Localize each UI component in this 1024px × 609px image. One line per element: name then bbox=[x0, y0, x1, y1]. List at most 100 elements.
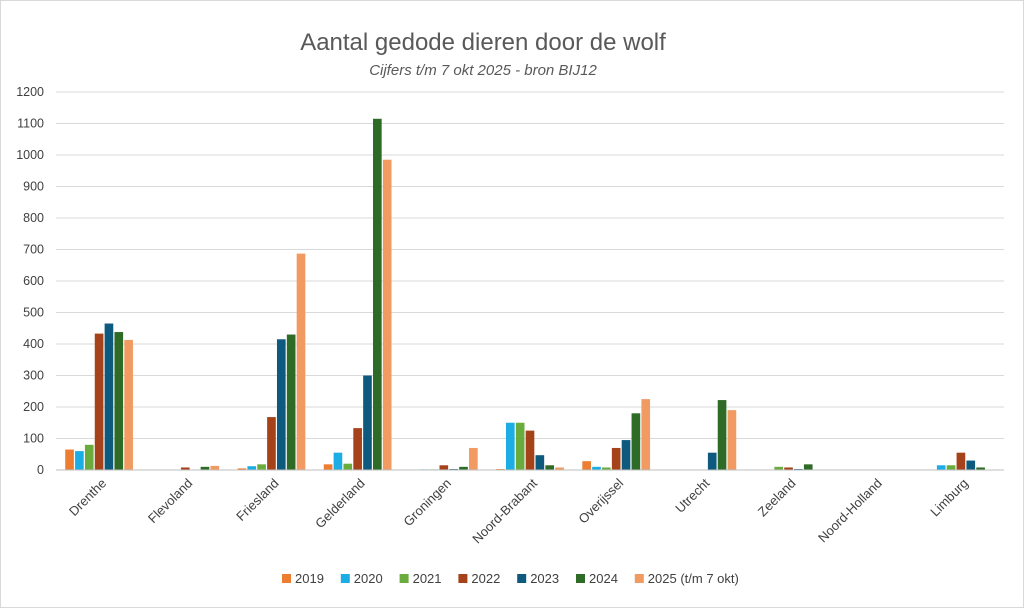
bar-overijssel-2025 bbox=[641, 399, 651, 470]
bar-noord-brabant-2024 bbox=[545, 465, 555, 470]
legend-item: 2021 bbox=[399, 571, 442, 586]
bar-overijssel-2023 bbox=[621, 440, 631, 470]
bar-gelderland-2021 bbox=[343, 463, 353, 470]
bar-friesland-2020 bbox=[247, 466, 257, 470]
x-axis: Drenthe Flevoland Friesland Gelderland Groni… bbox=[56, 469, 1004, 546]
bar-overijssel-2020 bbox=[592, 466, 601, 470]
y-tick-label: 100 bbox=[23, 432, 44, 446]
bar-limburg-2021 bbox=[946, 465, 956, 470]
x-category-label: Groningen bbox=[400, 476, 454, 530]
legend-swatch bbox=[517, 574, 527, 583]
bar-noord-brabant-2020 bbox=[505, 422, 515, 470]
bar-groningen-2025 bbox=[469, 447, 478, 470]
bar-overijssel-2021 bbox=[602, 467, 611, 470]
legend-item: 2025 (t/m 7 okt) bbox=[634, 571, 739, 586]
y-tick-label: 300 bbox=[23, 369, 44, 383]
bar-limburg-2020 bbox=[936, 465, 946, 470]
gridlines bbox=[56, 91, 1004, 471]
y-tick-label: 1000 bbox=[16, 148, 44, 162]
bar-flevoland-2022 bbox=[180, 467, 190, 470]
bar-gelderland-2022 bbox=[353, 428, 362, 470]
bar-groningen-2024 bbox=[459, 466, 468, 470]
bar-noord-brabant-2021 bbox=[515, 422, 525, 470]
bars bbox=[65, 118, 985, 471]
x-category-label: Utrecht bbox=[672, 475, 713, 516]
bar-limburg-2022 bbox=[956, 452, 966, 470]
x-category-label: Drenthe bbox=[66, 476, 109, 519]
bar-friesland-2025 bbox=[296, 253, 306, 470]
legend-label: 2025 (t/m 7 okt) bbox=[648, 571, 739, 586]
legend-swatch bbox=[399, 574, 409, 583]
legend-label: 2024 bbox=[589, 571, 618, 586]
bar-zeeland-2024 bbox=[803, 464, 813, 470]
x-category-label: Friesland bbox=[233, 476, 281, 524]
bar-gelderland-2019 bbox=[323, 464, 333, 470]
bar-noord-brabant-2023 bbox=[535, 455, 545, 470]
y-tick-label: 200 bbox=[23, 400, 44, 414]
y-tick-label: 1200 bbox=[16, 85, 44, 99]
bar-friesland-2021 bbox=[257, 464, 266, 470]
x-category-label: Gelderland bbox=[312, 476, 368, 532]
bar-overijssel-2022 bbox=[611, 447, 621, 470]
bar-drenthe-2020 bbox=[75, 451, 84, 470]
legend-swatch bbox=[458, 574, 468, 583]
bar-friesland-2019 bbox=[237, 468, 247, 470]
x-category-label: Overijssel bbox=[575, 475, 626, 526]
chart-subtitle: Cijfers t/m 7 okt 2025 - bron BIJ12 bbox=[369, 62, 597, 79]
legend-item: 2023 bbox=[517, 571, 559, 586]
legend-label: 2021 bbox=[413, 571, 442, 586]
legend-label: 2019 bbox=[295, 571, 324, 586]
bar-zeeland-2021 bbox=[774, 466, 784, 470]
y-tick-label: 700 bbox=[23, 243, 44, 257]
legend-swatch bbox=[282, 574, 291, 583]
bar-noord-brabant-2025 bbox=[555, 467, 564, 470]
y-tick-label: 900 bbox=[23, 180, 44, 194]
legend-item: 2019 bbox=[282, 571, 324, 586]
bar-groningen-2022 bbox=[439, 465, 449, 470]
y-tick-label: 800 bbox=[23, 211, 44, 225]
bar-gelderland-2020 bbox=[333, 452, 343, 470]
y-axis: 0 100 200 300 400 500 600 700 800 900 1000 1100 1200 bbox=[16, 85, 44, 477]
bar-overijssel-2019 bbox=[582, 461, 591, 470]
bar-drenthe-2022 bbox=[94, 333, 104, 470]
bar-limburg-2024 bbox=[976, 467, 985, 470]
bar-friesland-2023 bbox=[276, 339, 286, 470]
x-category-label: Limburg bbox=[927, 476, 971, 520]
y-tick-label: 400 bbox=[23, 337, 44, 351]
bar-noord-brabant-2022 bbox=[525, 430, 535, 470]
bar-flevoland-2025 bbox=[210, 465, 220, 470]
bar-overijssel-2024 bbox=[631, 413, 641, 470]
x-category-label: Noord-Holland bbox=[815, 476, 885, 546]
x-category-label: Zeeland bbox=[755, 476, 799, 520]
bar-drenthe-2025 bbox=[124, 339, 133, 470]
bar-drenthe-2023 bbox=[104, 323, 114, 470]
legend-item: 2020 bbox=[340, 571, 383, 586]
y-tick-label: 500 bbox=[23, 306, 44, 320]
legend-swatch bbox=[634, 574, 644, 583]
bar-limburg-2023 bbox=[966, 460, 976, 470]
bar-drenthe-2024 bbox=[114, 332, 124, 470]
bar-utrecht-2024 bbox=[717, 400, 727, 470]
legend-item: 2022 bbox=[458, 571, 500, 586]
bar-friesland-2024 bbox=[286, 334, 296, 470]
bar-drenthe-2021 bbox=[84, 444, 94, 470]
bar-gelderland-2023 bbox=[363, 375, 372, 470]
bar-drenthe-2019 bbox=[65, 449, 74, 470]
x-category-label: Flevoland bbox=[145, 476, 195, 526]
legend-swatch bbox=[576, 574, 585, 583]
chart-title: Aantal gedode dieren door de wolf bbox=[300, 29, 666, 56]
legend-swatch bbox=[340, 574, 350, 583]
y-tick-label: 0 bbox=[37, 463, 44, 477]
bar-gelderland-2025 bbox=[382, 159, 392, 470]
legend-label: 2023 bbox=[530, 571, 559, 586]
legend-item: 2024 bbox=[576, 571, 618, 586]
bar-zeeland-2022 bbox=[784, 467, 793, 470]
legend-label: 2022 bbox=[471, 571, 500, 586]
bar-flevoland-2024 bbox=[200, 466, 210, 470]
legend: 2019 2020 2021 2022 2023 2024 2025 (t/m 7 okt) bbox=[282, 571, 739, 586]
y-tick-label: 600 bbox=[23, 274, 44, 288]
bar-utrecht-2025 bbox=[727, 410, 737, 470]
bar-friesland-2022 bbox=[267, 417, 276, 470]
bar-utrecht-2023 bbox=[707, 452, 717, 470]
